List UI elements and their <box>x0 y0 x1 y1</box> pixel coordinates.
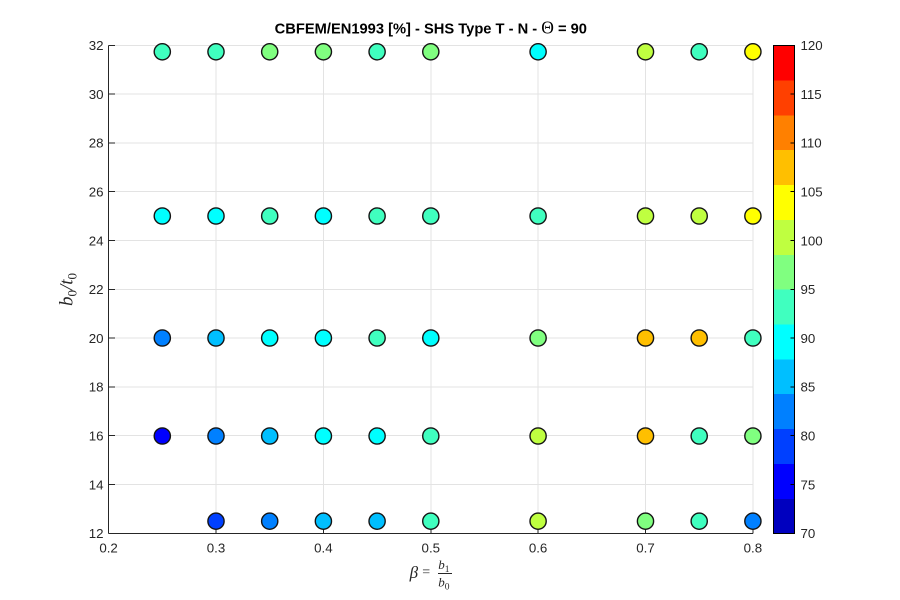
svg-text:32: 32 <box>89 38 104 53</box>
svg-text:75: 75 <box>801 477 816 492</box>
svg-text:110: 110 <box>801 136 822 151</box>
svg-text:0.8: 0.8 <box>744 541 763 556</box>
svg-text:β: β <box>409 563 419 582</box>
svg-text:12: 12 <box>89 526 104 541</box>
svg-text:CBFEM/EN1993 [%] - SHS Type T: CBFEM/EN1993 [%] - SHS Type T - N - Θ = … <box>275 18 587 38</box>
svg-text:24: 24 <box>89 233 104 248</box>
svg-text:16: 16 <box>89 429 104 444</box>
svg-text:0.5: 0.5 <box>422 541 441 556</box>
svg-text:26: 26 <box>89 185 104 200</box>
svg-text:0.6: 0.6 <box>529 541 548 556</box>
svg-text:0.2: 0.2 <box>99 541 118 556</box>
svg-text:70: 70 <box>801 526 816 541</box>
svg-text:b0: b0 <box>438 575 450 593</box>
svg-text:b0/t0: b0/t0 <box>57 273 80 306</box>
svg-text:b1: b1 <box>438 557 450 575</box>
svg-text:20: 20 <box>89 331 104 346</box>
svg-text:0.7: 0.7 <box>636 541 655 556</box>
svg-text:95: 95 <box>801 282 816 297</box>
svg-text:30: 30 <box>89 87 104 102</box>
svg-text:=: = <box>422 565 430 580</box>
svg-text:28: 28 <box>89 136 104 151</box>
svg-text:120: 120 <box>801 38 823 53</box>
svg-text:105: 105 <box>801 185 823 200</box>
svg-text:85: 85 <box>801 380 816 395</box>
svg-text:0.4: 0.4 <box>314 541 333 556</box>
svg-text:115: 115 <box>801 87 822 102</box>
svg-text:90: 90 <box>801 331 816 346</box>
svg-text:100: 100 <box>801 233 823 248</box>
svg-text:0.3: 0.3 <box>207 541 226 556</box>
svg-text:22: 22 <box>89 282 104 297</box>
svg-text:18: 18 <box>89 380 104 395</box>
svg-text:14: 14 <box>89 477 104 492</box>
svg-text:80: 80 <box>801 429 816 444</box>
